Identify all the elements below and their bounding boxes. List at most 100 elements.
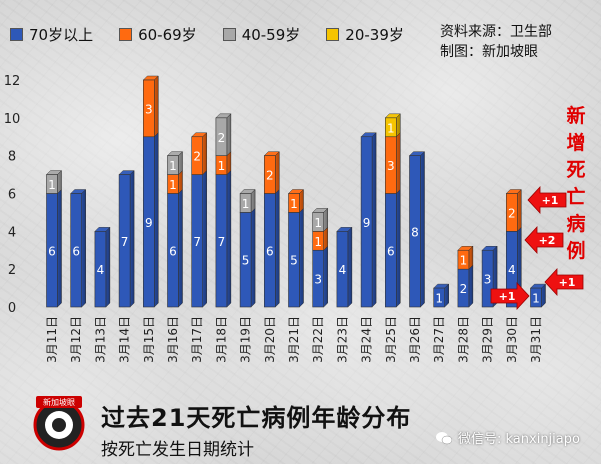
bar-value-label: 3 bbox=[145, 102, 153, 116]
bar-side-shade bbox=[541, 284, 546, 307]
bar-side-shade bbox=[226, 151, 231, 175]
bar-segment: 9 bbox=[142, 132, 159, 308]
bar-front bbox=[263, 155, 276, 194]
bar-value-label: 4 bbox=[97, 263, 105, 277]
bar-segment: 2 bbox=[457, 264, 474, 308]
x-tick-label: 3月30日 bbox=[505, 316, 519, 363]
bar-value-label: 1 bbox=[169, 159, 177, 173]
bar-side-shade bbox=[275, 151, 280, 194]
annotation-label: +1 bbox=[559, 276, 576, 289]
x-tick-label: 3月15日 bbox=[142, 316, 156, 363]
bar-front bbox=[433, 287, 446, 308]
legend-swatch bbox=[10, 28, 23, 41]
x-tick-label: 3月11日 bbox=[45, 316, 59, 363]
bar-side-shade bbox=[130, 170, 135, 307]
arrow-shape bbox=[490, 281, 530, 311]
bar-side-shade bbox=[154, 76, 159, 137]
x-tick-label: 3月14日 bbox=[118, 316, 132, 363]
side-note-char: 病 bbox=[566, 213, 586, 235]
bar-value-label: 7 bbox=[121, 235, 129, 249]
bar-value-label: 1 bbox=[218, 159, 226, 173]
bar-front bbox=[409, 155, 421, 308]
bar-segment: 6 bbox=[45, 188, 63, 308]
bar-value-label: 1 bbox=[314, 235, 322, 249]
author-line: 制图：新加坡眼 bbox=[440, 44, 538, 60]
bar-value-label: 3 bbox=[484, 273, 492, 287]
x-tick-label: 3月29日 bbox=[481, 316, 495, 363]
bar-front bbox=[360, 136, 373, 308]
side-note-char: 死 bbox=[566, 159, 586, 181]
bar-segment: 2 bbox=[263, 151, 280, 195]
bar-value-label: 2 bbox=[193, 150, 201, 164]
legend-item: 20-39岁 bbox=[326, 24, 404, 45]
bar-segment: 7 bbox=[191, 169, 208, 308]
bar-value-label: 9 bbox=[363, 216, 371, 230]
bar-front bbox=[46, 174, 58, 194]
bar-segment: 1 bbox=[239, 188, 256, 214]
bar-value-label: 4 bbox=[339, 263, 347, 277]
bar-side-shade bbox=[178, 151, 183, 175]
bar-front bbox=[457, 249, 470, 270]
bar-side-shade bbox=[226, 113, 231, 156]
y-tick-label: 8 bbox=[8, 150, 16, 165]
wechat-text: 微信号: kanxinjiapo bbox=[458, 432, 580, 447]
bar-side-shade bbox=[251, 189, 256, 213]
x-tick-label: 3月16日 bbox=[166, 316, 180, 363]
bar-value-label: 1 bbox=[290, 197, 298, 211]
x-tick-label: 3月22日 bbox=[311, 316, 325, 363]
side-note-char: 亡 bbox=[566, 186, 586, 208]
wechat-id: 微信号: kanxinjiapo bbox=[436, 428, 580, 447]
bar-segment: 1 bbox=[529, 283, 547, 308]
bar-value-label: 5 bbox=[242, 254, 250, 268]
arrow-shape bbox=[527, 185, 567, 215]
bar-side-shade bbox=[251, 208, 256, 307]
x-tick-label: 3月23日 bbox=[335, 316, 349, 363]
annotation-arrows: +1 +1 +2 +1 bbox=[490, 185, 584, 311]
bar-segment: 6 bbox=[70, 188, 87, 308]
legend-item: 70岁以上 bbox=[10, 24, 93, 45]
x-tick-label: 3月20日 bbox=[263, 316, 277, 363]
caption: 过去21天死亡病例年龄分布 按死亡发生日期统计 bbox=[101, 398, 411, 460]
bar-side-shade bbox=[299, 208, 304, 307]
bar-value-label: 8 bbox=[411, 225, 419, 239]
bar-side-shade bbox=[57, 170, 62, 194]
x-tick-label: 3月27日 bbox=[432, 316, 446, 363]
side-note-char: 新 bbox=[566, 105, 586, 127]
bar-value-label: 1 bbox=[435, 292, 443, 306]
legend-item: 60-69岁 bbox=[119, 24, 197, 45]
y-tick-label: 6 bbox=[8, 188, 16, 203]
bar-side-shade bbox=[57, 189, 62, 307]
bar-segment: 1 bbox=[384, 113, 401, 138]
bar-segment: 3 bbox=[384, 132, 401, 195]
x-tick-label: 3月12日 bbox=[69, 316, 83, 363]
bar-value-label: 6 bbox=[387, 244, 395, 258]
bar-front bbox=[288, 193, 300, 213]
bar-value-label: 2 bbox=[460, 282, 468, 296]
x-tick-label: 3月17日 bbox=[190, 316, 204, 363]
bar-value-label: 3 bbox=[314, 273, 322, 287]
bar-side-shade bbox=[517, 189, 522, 232]
bar-segment: 3 bbox=[142, 75, 159, 138]
bar-side-shade bbox=[444, 284, 449, 307]
bar-segment: 9 bbox=[360, 132, 377, 308]
bar-front bbox=[191, 136, 203, 175]
bar-segment: 1 bbox=[287, 188, 305, 214]
bar-value-label: 1 bbox=[169, 178, 177, 192]
bar-front bbox=[481, 249, 494, 308]
bar-segment: 7 bbox=[118, 169, 135, 308]
bar-side-shade bbox=[396, 132, 401, 194]
source-note: 资料来源：卫生部 制图：新加坡眼 bbox=[440, 22, 552, 62]
bar-side-shade bbox=[323, 208, 328, 232]
annotation-arrow: +1 bbox=[544, 267, 584, 297]
x-tick-label: 3月28日 bbox=[456, 316, 470, 363]
annotation-label: +1 bbox=[499, 290, 516, 303]
bar-side-shade bbox=[202, 132, 207, 175]
bar-front bbox=[118, 174, 131, 308]
bar-side-shade bbox=[420, 151, 425, 307]
bar-segment: 1 bbox=[45, 169, 63, 195]
bar-value-label: 1 bbox=[242, 197, 250, 211]
arrow-shape bbox=[544, 267, 584, 297]
legend-swatch bbox=[222, 28, 236, 41]
bar-value-label: 1 bbox=[314, 216, 322, 230]
bar-value-label: 3 bbox=[387, 159, 395, 173]
